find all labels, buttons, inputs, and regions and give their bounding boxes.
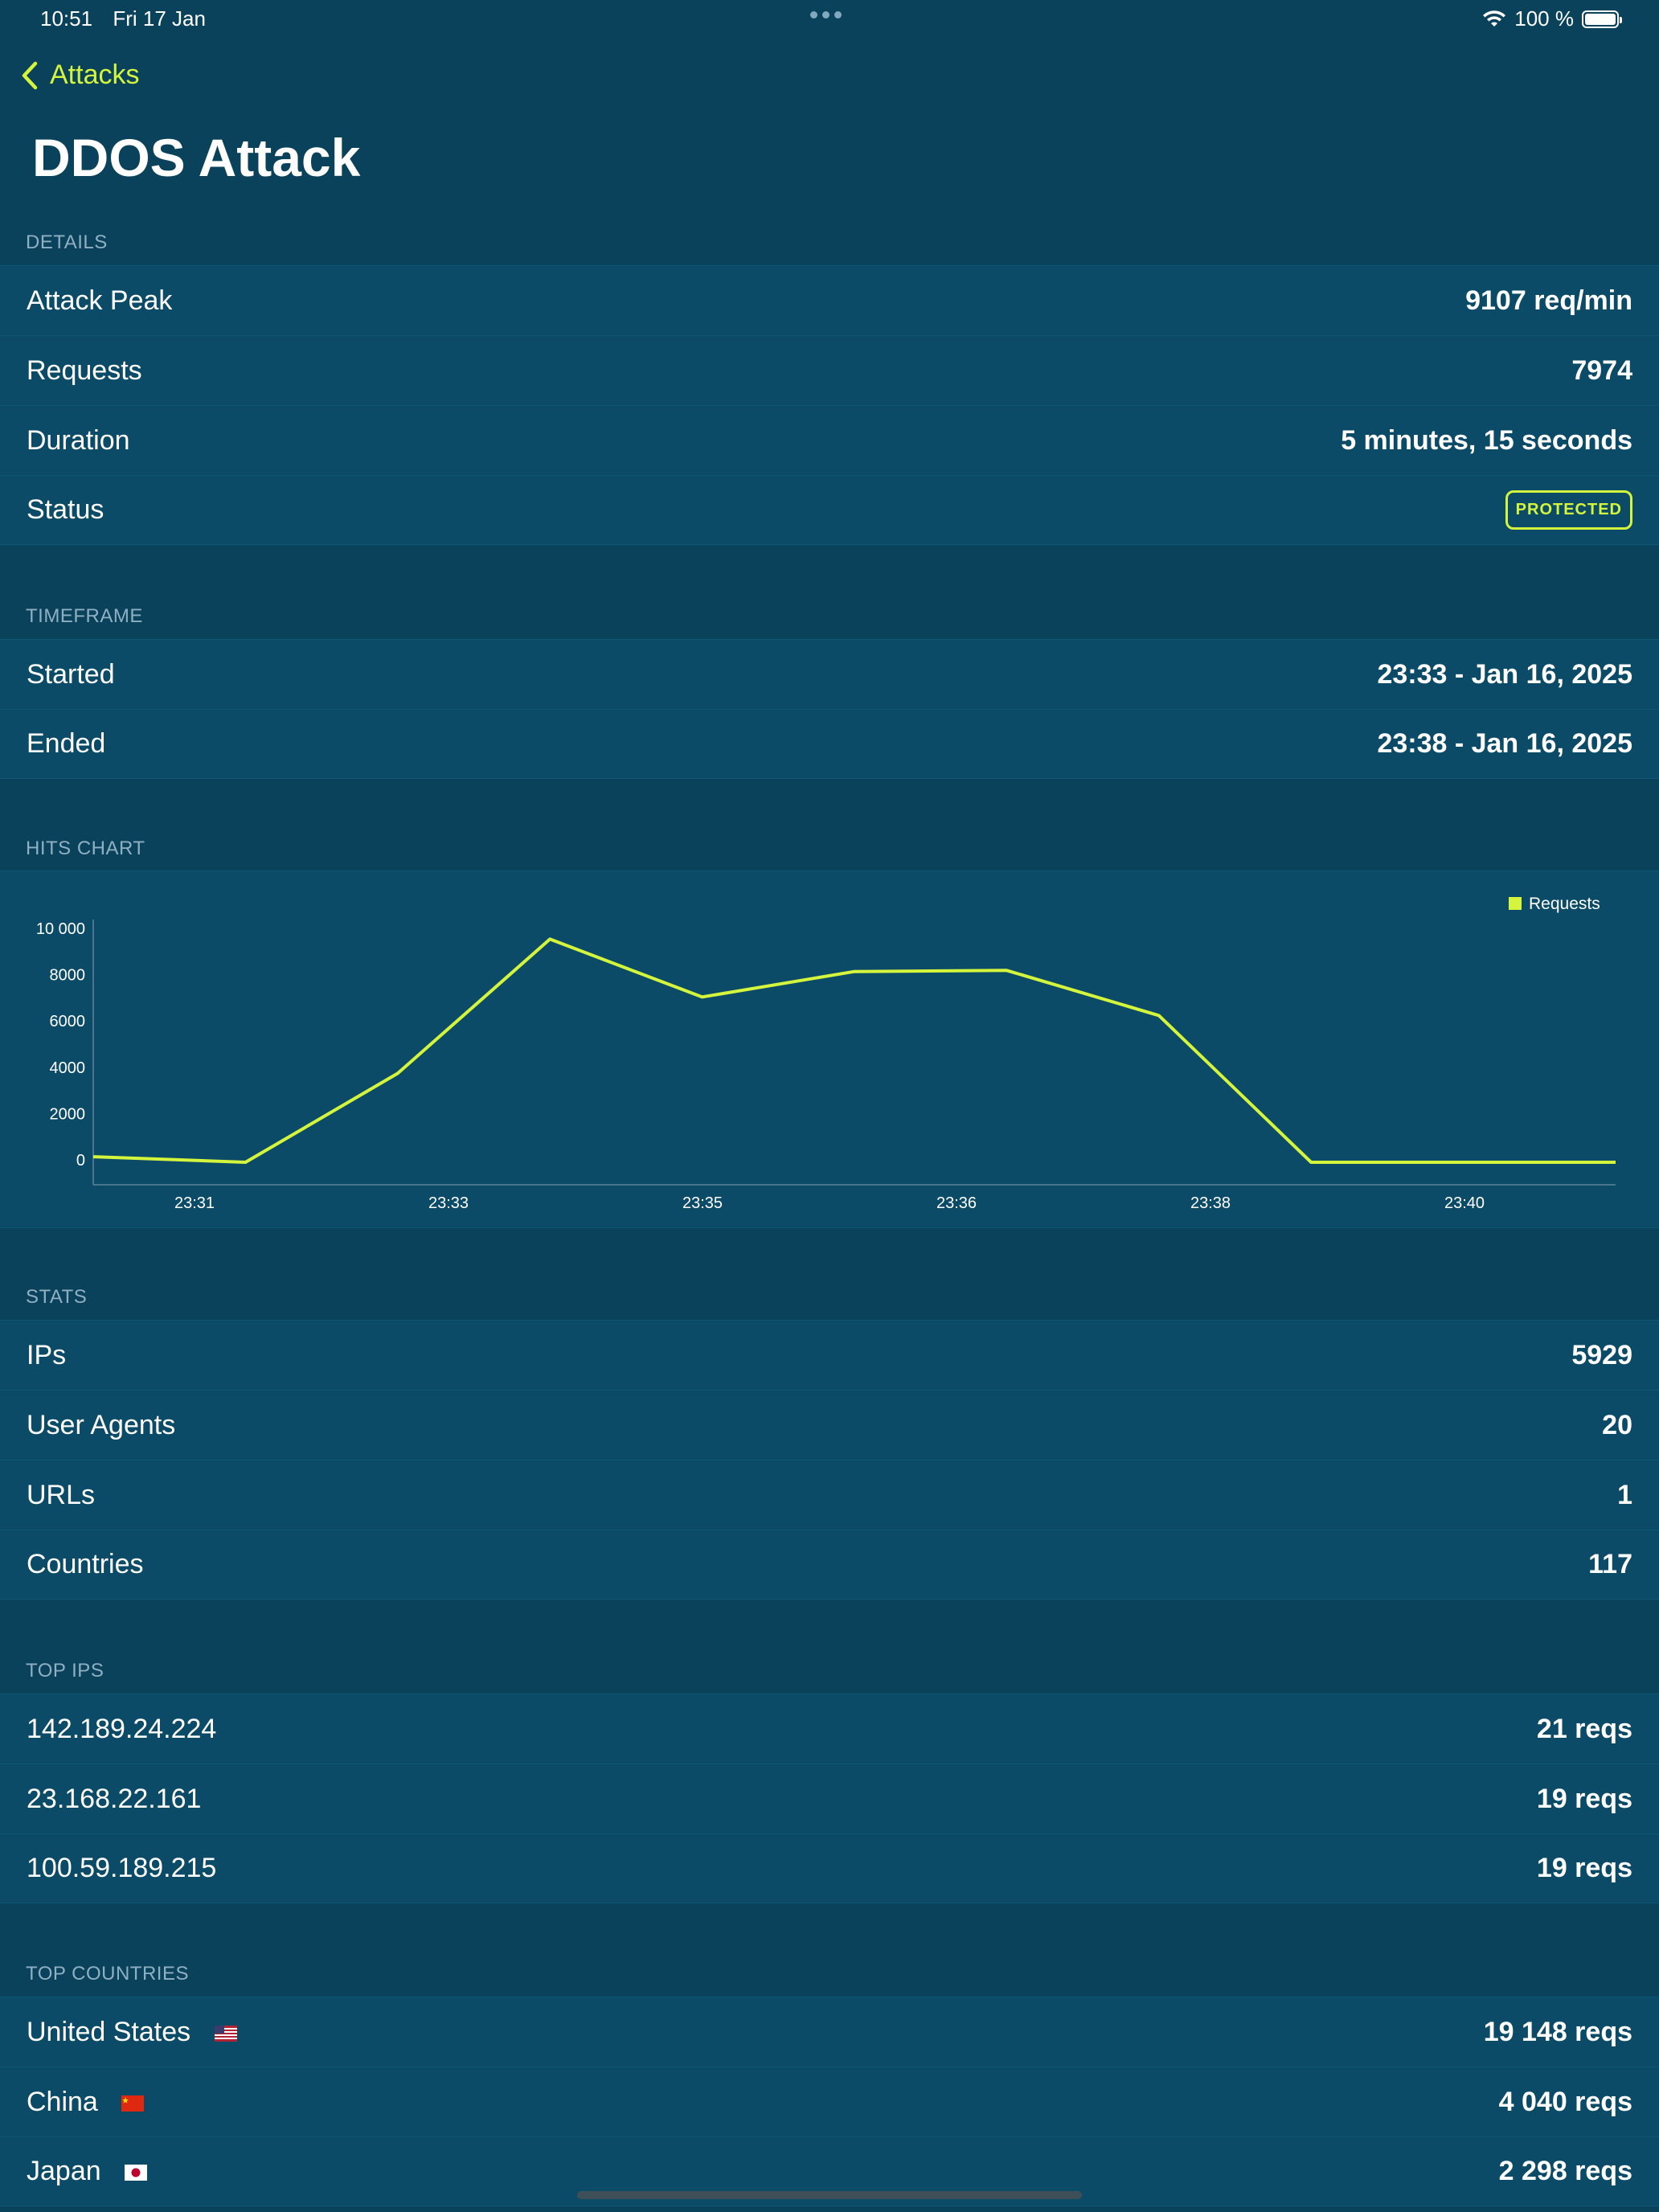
stats-row-countries[interactable]: Countries 117 [0,1530,1659,1600]
timeframe-row-ended: Ended 23:38 - Jan 16, 2025 [0,709,1659,779]
country-requests: 4 040 reqs [1498,2086,1632,2117]
status-bar-right: 100 % [1482,6,1622,31]
row-value: 5 minutes, 15 seconds [1341,424,1632,456]
x-tick-label: 23:40 [1444,1194,1485,1212]
top-country-row[interactable]: Japan 2 298 reqs [0,2136,1659,2206]
top-ip-row[interactable]: 23.168.22.161 19 reqs [0,1763,1659,1833]
detail-row-requests: Requests 7974 [0,335,1659,405]
row-value: 9107 req/min [1465,285,1632,316]
row-value: 5929 [1571,1339,1632,1370]
y-tick-label: 8000 [50,967,86,985]
timeframe-row-started: Started 23:33 - Jan 16, 2025 [0,639,1659,709]
row-label: Attack Peak [27,285,173,316]
stats-row-user-agents[interactable]: User Agents 20 [0,1390,1659,1460]
status-date: Fri 17 Jan [113,6,206,31]
stats-row-ips[interactable]: IPs 5929 [0,1320,1659,1390]
section-header-details: DETAILS [26,231,108,253]
y-tick-label: 10 000 [36,920,85,938]
y-tick-label: 0 [76,1152,85,1169]
back-label: Attacks [50,59,140,90]
row-value: 23:33 - Jan 16, 2025 [1377,658,1632,690]
stats-row-urls[interactable]: URLs 1 [0,1460,1659,1530]
ip-requests: 19 reqs [1536,1783,1632,1814]
top-ip-row[interactable]: 100.59.189.215 19 reqs [0,1833,1659,1903]
x-tick-label: 23:31 [174,1194,215,1212]
row-label: Countries [27,1549,144,1579]
status-time: 10:51 [40,6,93,31]
chevron-left-icon [22,61,38,89]
jp-flag-icon [125,2165,148,2181]
country-requests: 19 148 reqs [1483,2016,1632,2047]
status-bar-left: 10:51 Fri 17 Jan [40,6,220,31]
ip-requests: 19 reqs [1536,1853,1632,1883]
top-ips-group: 142.189.24.224 21 reqs 23.168.22.161 19 … [0,1694,1659,1903]
section-header-top-ips: TOP IPS [26,1660,104,1682]
back-button[interactable]: Attacks [21,59,139,91]
battery-icon [1582,10,1622,28]
timeframe-group: Started 23:33 - Jan 16, 2025 Ended 23:38… [0,639,1659,779]
detail-row-status: Status PROTECTED [0,475,1659,545]
multitasking-dots-icon[interactable] [810,11,842,18]
y-tick-label: 4000 [50,1059,86,1077]
row-label: Started [27,658,115,690]
section-header-stats: STATS [26,1286,88,1308]
country-requests: 2 298 reqs [1498,2156,1632,2186]
details-group: Attack Peak 9107 req/min Requests 7974 D… [0,265,1659,545]
row-value: 7974 [1571,354,1632,386]
row-label: Requests [27,354,142,386]
x-tick-label: 23:33 [428,1194,469,1212]
section-header-timeframe: TIMEFRAME [26,605,143,627]
detail-row-duration: Duration 5 minutes, 15 seconds [0,405,1659,475]
y-tick-label: 6000 [50,1013,86,1030]
ip-address: 100.59.189.215 [27,1853,217,1883]
row-label: IPs [27,1339,67,1370]
ip-address: 23.168.22.161 [27,1783,202,1814]
country-name: United States [27,2016,191,2047]
x-tick-label: 23:35 [682,1194,723,1212]
ip-address: 142.189.24.224 [27,1713,217,1744]
hits-chart-panel: 0 2000 4000 6000 8000 10 000 23:31 23:33 23:35 23… [0,870,1659,1228]
status-bar: 10:51 Fri 17 Jan 100 % [0,0,1659,39]
home-indicator[interactable] [577,2191,1082,2199]
row-value: 23:38 - Jan 16, 2025 [1377,728,1632,759]
top-countries-group: United States 19 148 reqs China 4 040 re… [0,1997,1659,2206]
row-label: User Agents [27,1409,176,1440]
requests-series-line [92,937,1616,1164]
y-tick-label: 2000 [50,1105,86,1123]
stats-group: IPs 5929 User Agents 20 URLs 1 Countries… [0,1320,1659,1600]
wifi-icon [1483,10,1506,27]
page-title: DDOS Attack [32,128,361,187]
section-header-hits-chart: HITS CHART [26,838,145,859]
us-flag-icon [214,2025,237,2042]
cn-flag-icon [121,2095,145,2112]
country-name: Japan [27,2156,101,2186]
status-badge: PROTECTED [1505,490,1632,530]
row-label: Ended [27,728,106,759]
legend-label: Requests [1529,895,1600,913]
country-name: China [27,2086,98,2117]
row-value: 20 [1602,1409,1632,1440]
detail-row-attack-peak: Attack Peak 9107 req/min [0,265,1659,335]
row-value: 117 [1588,1549,1632,1579]
hits-chart: 0 2000 4000 6000 8000 10 000 23:31 23:33 23:35 23… [36,895,1616,1212]
top-country-row[interactable]: China 4 040 reqs [0,2067,1659,2136]
legend-swatch [1509,897,1522,910]
row-label: Status [27,494,104,525]
top-ip-row[interactable]: 142.189.24.224 21 reqs [0,1694,1659,1763]
row-label: Duration [27,424,130,456]
x-tick-label: 23:36 [936,1194,977,1212]
ip-requests: 21 reqs [1536,1713,1632,1744]
battery-percent: 100 % [1514,6,1574,31]
section-header-top-countries: TOP COUNTRIES [26,1963,189,1985]
row-label: URLs [27,1479,96,1510]
row-value: 1 [1617,1479,1632,1510]
top-country-row[interactable]: United States 19 148 reqs [0,1997,1659,2067]
x-tick-label: 23:38 [1190,1194,1231,1212]
